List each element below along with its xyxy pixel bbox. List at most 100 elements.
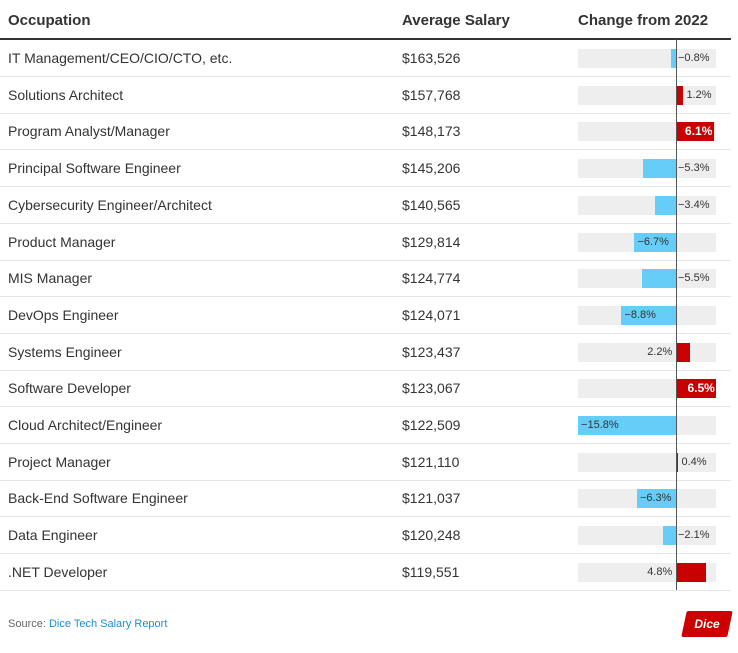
occupation-cell: Program Analyst/Manager: [8, 123, 170, 140]
occupation-cell: MIS Manager: [8, 270, 93, 287]
change-label: 6.1%: [685, 124, 713, 139]
occupation-cell: Solutions Architect: [8, 86, 124, 103]
change-track: 1.2%: [578, 85, 716, 105]
change-track: −6.3%: [578, 489, 716, 509]
table-row: .NET Developer $119,551 4.8%: [0, 554, 731, 591]
salary-cell: $140,565: [402, 196, 461, 213]
table-row: Back-End Software Engineer $121,037 −6.3%: [0, 480, 731, 518]
table-row: Project Manager $121,110 0.4%: [0, 444, 731, 481]
occupation-cell: Software Developer: [8, 380, 131, 397]
table-header: Occupation Average Salary Change from 20…: [0, 0, 731, 40]
change-label: −5.3%: [678, 162, 710, 175]
salary-cell: $122,509: [402, 417, 461, 433]
dice-logo: Dice: [681, 611, 733, 637]
header-average-salary: Average Salary: [402, 12, 510, 29]
change-track: 6.1%: [578, 122, 716, 142]
change-label: −6.7%: [637, 235, 669, 248]
change-label: −6.3%: [639, 492, 672, 505]
salary-cell: $124,774: [402, 270, 461, 287]
change-label: 0.4%: [681, 455, 707, 468]
change-track: −3.4%: [578, 195, 716, 215]
table-row: Solutions Architect $157,768 1.2%: [0, 77, 731, 114]
change-track: −5.3%: [578, 159, 716, 179]
table-row: Cloud Architect/Engineer $122,509 −15.8%: [0, 407, 731, 444]
header-change: Change from 2022: [578, 12, 709, 29]
change-track: −5.5%: [578, 269, 716, 289]
change-bar: [676, 342, 690, 362]
occupation-cell: .NET Developer: [8, 563, 108, 580]
change-bar: [578, 416, 676, 435]
salary-cell: $120,248: [402, 527, 461, 544]
occupation-cell: Back-End Software Engineer: [8, 490, 188, 507]
salary-cell: $145,206: [402, 160, 461, 177]
change-bar: [634, 232, 676, 252]
change-label: −3.4%: [678, 198, 710, 211]
salary-cell: $123,067: [402, 380, 461, 397]
change-track: −8.8%: [578, 305, 716, 325]
change-bar: [654, 195, 676, 215]
change-label: 2.2%: [647, 345, 673, 358]
change-bar: [641, 269, 676, 289]
table-row: Product Manager $129,814 −6.7%: [0, 224, 731, 261]
table-row: IT Management/CEO/CIO/CTO, etc. $163,526 −…: [0, 40, 731, 77]
change-label: −2.1%: [678, 529, 710, 542]
salary-cell: $123,437: [402, 343, 461, 360]
occupation-cell: Cybersecurity Engineer/Architect: [8, 196, 212, 213]
change-bar: [676, 452, 679, 472]
occupation-cell: Product Manager: [8, 233, 116, 250]
change-bar: [676, 379, 717, 399]
occupation-cell: Principal Software Engineer: [8, 160, 181, 177]
change-bar: [676, 85, 684, 105]
occupation-cell: IT Management/CEO/CIO/CTO, etc.: [8, 50, 233, 66]
change-track: −2.1%: [578, 526, 716, 546]
salary-cell: $121,037: [402, 490, 461, 507]
table-row: Cybersecurity Engineer/Architect $140,565…: [0, 187, 731, 224]
table-row: Data Engineer $120,248 −2.1%: [0, 517, 731, 555]
change-track: 0.4%: [578, 452, 716, 472]
source-prefix: Source:: [8, 618, 46, 630]
change-label: 1.2%: [686, 88, 712, 101]
change-label: 4.8%: [647, 565, 673, 578]
change-bar: [671, 49, 676, 68]
salary-cell: $163,526: [402, 50, 461, 66]
salary-cell: $119,551: [402, 563, 460, 580]
zero-axis-line: [676, 39, 677, 590]
source-note: Source: Dice Tech Salary Report: [8, 618, 167, 630]
change-track: −0.8%: [578, 49, 716, 68]
salary-cell: $148,173: [402, 123, 461, 140]
change-track: −15.8%: [578, 416, 716, 435]
occupation-cell: Systems Engineer: [8, 343, 122, 360]
change-bar: [643, 159, 676, 179]
change-label: −15.8%: [581, 419, 619, 431]
change-label: 6.5%: [687, 381, 715, 396]
change-track: −6.7%: [578, 232, 716, 252]
salary-cell: $124,071: [402, 306, 461, 323]
change-label: −5.5%: [678, 272, 710, 285]
change-bar: [662, 526, 676, 546]
change-track: 6.5%: [578, 379, 717, 399]
change-bar: [636, 489, 676, 509]
occupation-cell: Data Engineer: [8, 527, 98, 544]
table-row: Software Developer $123,067 6.5%: [0, 370, 731, 408]
change-bar: [676, 562, 706, 582]
occupation-cell: Cloud Architect/Engineer: [8, 417, 163, 433]
occupation-cell: DevOps Engineer: [8, 306, 119, 323]
change-label: −8.8%: [624, 308, 656, 321]
salary-cell: $129,814: [402, 233, 461, 250]
change-label: −0.8%: [678, 52, 710, 64]
dice-logo-text: Dice: [694, 617, 720, 631]
table-row: Systems Engineer $123,437 2.2%: [0, 334, 731, 371]
change-track: 4.8%: [578, 562, 716, 582]
source-link[interactable]: Dice Tech Salary Report: [48, 618, 168, 630]
salary-cell: $157,768: [402, 86, 461, 103]
change-track: 2.2%: [578, 342, 716, 362]
salary-cell: $121,110: [402, 453, 460, 470]
change-bar: [676, 122, 714, 142]
header-occupation: Occupation: [8, 12, 91, 29]
occupation-cell: Project Manager: [8, 453, 111, 470]
table-row: Principal Software Engineer $145,206 −5.3%: [0, 150, 731, 188]
table-row: MIS Manager $124,774 −5.5%: [0, 260, 731, 298]
table-row: DevOps Engineer $124,071 −8.8%: [0, 297, 731, 334]
table-row: Program Analyst/Manager $148,173 6.1%: [0, 113, 731, 151]
change-bar: [621, 305, 676, 325]
